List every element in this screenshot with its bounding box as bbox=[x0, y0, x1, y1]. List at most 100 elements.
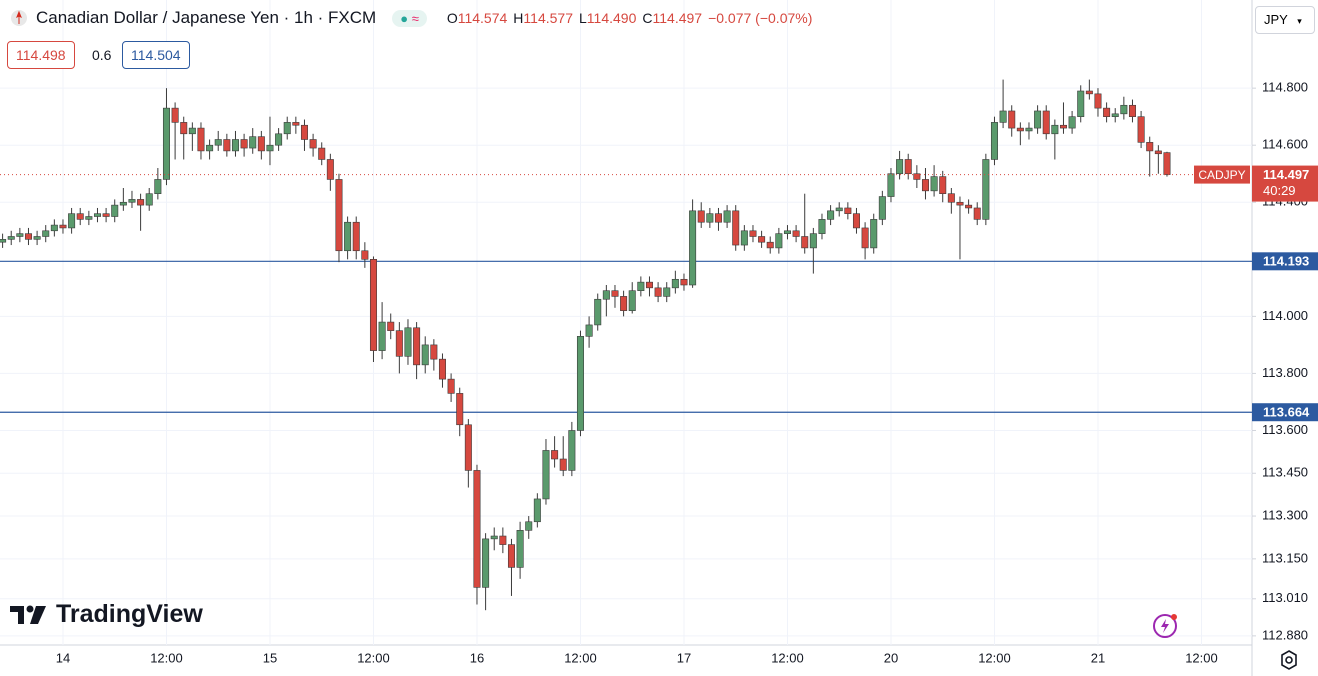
candle-body bbox=[430, 344, 438, 360]
legend-value: 114.574 bbox=[457, 10, 508, 26]
candle-body bbox=[499, 535, 507, 545]
logo-mark bbox=[10, 605, 46, 624]
candle-body bbox=[818, 219, 826, 234]
candle-body bbox=[680, 278, 688, 286]
candle-body bbox=[1068, 116, 1076, 129]
candle-body bbox=[1025, 127, 1033, 132]
candle-body bbox=[223, 139, 231, 152]
candle-body bbox=[188, 127, 196, 135]
candle-body bbox=[266, 144, 274, 152]
ask-box[interactable]: 114.504 bbox=[122, 41, 190, 69]
level-label: 114.193 bbox=[1263, 254, 1309, 269]
x-tick-label: 20 bbox=[884, 650, 898, 665]
candle-body bbox=[421, 344, 429, 366]
candle-body bbox=[887, 173, 895, 197]
candle-body bbox=[706, 213, 714, 223]
candle-body bbox=[240, 139, 248, 149]
x-tick-label: 15 bbox=[263, 650, 277, 665]
candle-body bbox=[913, 173, 921, 180]
countdown: 40:29 bbox=[1263, 183, 1296, 198]
candle-body bbox=[1163, 152, 1171, 175]
candle-body bbox=[59, 224, 67, 229]
logo: TradingView bbox=[10, 600, 203, 629]
candle-body bbox=[473, 470, 481, 588]
legend-value: 114.497 bbox=[652, 10, 703, 26]
candle-body bbox=[645, 281, 653, 289]
candle-body bbox=[671, 278, 679, 289]
y-tick-label: 114.000 bbox=[1262, 308, 1308, 323]
settings-icon[interactable] bbox=[1277, 648, 1301, 672]
candle-body bbox=[758, 236, 766, 243]
candle-body bbox=[878, 196, 886, 220]
candle-body bbox=[378, 321, 386, 351]
candle-body bbox=[904, 159, 912, 175]
candle-body bbox=[1094, 93, 1102, 109]
candle-body bbox=[628, 290, 636, 311]
candle-body bbox=[275, 133, 283, 146]
x-tick-label: 12:00 bbox=[978, 650, 1011, 665]
y-tick-label: 113.450 bbox=[1262, 465, 1308, 480]
candle-body bbox=[0, 239, 7, 243]
y-tick-label: 113.600 bbox=[1262, 422, 1308, 437]
candle-body bbox=[24, 233, 32, 240]
candle-body bbox=[956, 201, 964, 206]
candle-body bbox=[352, 221, 360, 252]
candle-body bbox=[145, 193, 153, 206]
candle-body bbox=[620, 296, 628, 311]
brand: TradingView bbox=[56, 600, 203, 628]
ohlc-legend: O114.574 H114.577 L114.490 C114.497 −0.077 (… bbox=[447, 10, 813, 26]
candle-body bbox=[990, 122, 998, 160]
candle-body bbox=[1034, 110, 1042, 129]
candle-body bbox=[249, 136, 257, 149]
symbol-title[interactable]: Canadian Dollar / Japanese Yen · 1h · FX… bbox=[36, 8, 377, 27]
legend-key: L bbox=[579, 10, 587, 26]
level-tag bbox=[1252, 403, 1318, 422]
candle-body bbox=[1120, 104, 1128, 115]
candle-body bbox=[214, 139, 222, 146]
candle-body bbox=[292, 122, 300, 126]
legend-key: H bbox=[513, 10, 524, 26]
candle-body bbox=[33, 236, 41, 240]
candle-body bbox=[318, 147, 326, 160]
candle-body bbox=[438, 358, 446, 380]
candle-body bbox=[551, 450, 559, 460]
candle-body bbox=[1103, 107, 1111, 117]
candle-body bbox=[68, 213, 76, 229]
x-tick-label: 12:00 bbox=[564, 650, 597, 665]
candle-body bbox=[1008, 110, 1016, 129]
candle-body bbox=[1077, 90, 1085, 117]
candle-body bbox=[326, 159, 334, 180]
candle-body bbox=[921, 179, 929, 192]
candle-body bbox=[447, 378, 455, 394]
header: Canadian Dollar / Japanese Yen · 1h · FX… bbox=[10, 8, 812, 28]
candle-body bbox=[335, 179, 343, 252]
candle-body bbox=[663, 287, 671, 297]
candle-body bbox=[1085, 90, 1093, 95]
candle-body bbox=[870, 219, 878, 249]
legend-value: 114.577 bbox=[523, 10, 573, 26]
bid-box[interactable]: 114.498 bbox=[7, 41, 75, 69]
lightning-icon[interactable] bbox=[1151, 611, 1181, 641]
candle-body bbox=[1137, 116, 1145, 143]
candle-body bbox=[732, 210, 740, 246]
x-tick-label: 12:00 bbox=[150, 650, 183, 665]
candle-body bbox=[999, 110, 1007, 123]
candle-body bbox=[50, 224, 58, 232]
candle-body bbox=[594, 298, 602, 326]
candle-body bbox=[861, 227, 869, 249]
symbol-tag bbox=[1194, 165, 1250, 184]
candle-body bbox=[801, 236, 809, 249]
candle-body bbox=[119, 201, 127, 206]
candle-body bbox=[947, 193, 955, 203]
legend-change: −0.077 (−0.07%) bbox=[708, 10, 813, 26]
candle-body bbox=[723, 210, 731, 223]
candle-body bbox=[939, 176, 947, 194]
candle-body bbox=[128, 199, 136, 203]
candle-body bbox=[413, 327, 421, 366]
candle-body bbox=[171, 107, 179, 123]
candle-body bbox=[844, 207, 852, 214]
candle-body bbox=[300, 124, 308, 140]
currency-button[interactable]: JPY ▾ bbox=[1255, 6, 1315, 34]
candle-body bbox=[387, 321, 395, 331]
